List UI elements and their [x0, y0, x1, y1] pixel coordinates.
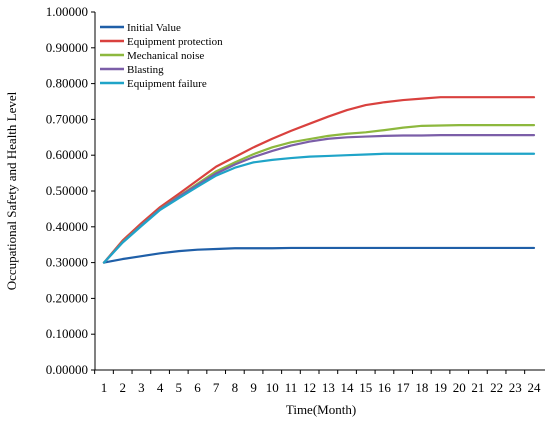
x-tick-label: 13 [322, 380, 335, 395]
legend: Initial Value Equipment protection Mechani… [100, 22, 223, 90]
legend-label: Blasting [127, 64, 164, 76]
series-line-5 [102, 152, 536, 264]
x-tick-label: 12 [303, 380, 316, 395]
legend-label: Initial Value [127, 22, 181, 34]
axes-layer: 0.00000 0.10000 0.20000 0.30000 0.40000 0.500… [46, 4, 545, 395]
x-tick-label: 17 [397, 380, 411, 395]
x-tick-label: 5 [176, 380, 183, 395]
x-tick-label: 11 [285, 380, 298, 395]
y-axis-title: Occupational Safety and Health Level [4, 91, 19, 290]
y-tick-label: 0.40000 [46, 219, 88, 234]
y-tick-label: 0.70000 [46, 111, 88, 126]
y-tick-label: 0.20000 [46, 290, 88, 305]
x-tick-label: 7 [213, 380, 220, 395]
legend-label: Mechanical noise [127, 50, 204, 62]
y-tick-label: 0.30000 [46, 255, 88, 270]
series-layer [102, 96, 536, 264]
x-tick-label: 3 [138, 380, 145, 395]
x-tick-label: 4 [157, 380, 164, 395]
y-tick-label: 0.10000 [46, 326, 88, 341]
y-tick-label: 0.50000 [46, 183, 88, 198]
x-tick-label: 19 [434, 380, 447, 395]
series-line-3 [102, 124, 536, 264]
y-tick-label: 0.80000 [46, 76, 88, 91]
series-line-2 [102, 96, 536, 264]
x-tick-label: 9 [250, 380, 257, 395]
x-tick-label: 6 [194, 380, 201, 395]
series-line-1 [102, 246, 536, 264]
x-tick-label: 2 [119, 380, 126, 395]
y-tick-label: 0.90000 [46, 40, 88, 55]
x-tick-label: 14 [341, 380, 355, 395]
x-tick-label: 18 [415, 380, 428, 395]
y-tick-label: 1.00000 [46, 4, 88, 19]
x-tick-label: 16 [378, 380, 392, 395]
x-tick-label: 1 [101, 380, 108, 395]
x-tick-label: 21 [471, 380, 484, 395]
x-tick-label: 20 [453, 380, 466, 395]
series-line-4 [102, 134, 536, 264]
x-tick-label: 10 [266, 380, 279, 395]
x-axis-title: Time(Month) [286, 402, 356, 417]
x-tick-label: 23 [509, 380, 522, 395]
x-tick-label: 22 [490, 380, 503, 395]
legend-label: Equipment protection [127, 36, 223, 48]
x-tick-label: 24 [528, 380, 542, 395]
x-tick-label: 15 [359, 380, 372, 395]
legend-label: Equipment failure [127, 78, 207, 90]
y-tick-label: 0.00000 [46, 362, 88, 377]
x-tick-label: 8 [232, 380, 239, 395]
y-tick-label: 0.60000 [46, 147, 88, 162]
